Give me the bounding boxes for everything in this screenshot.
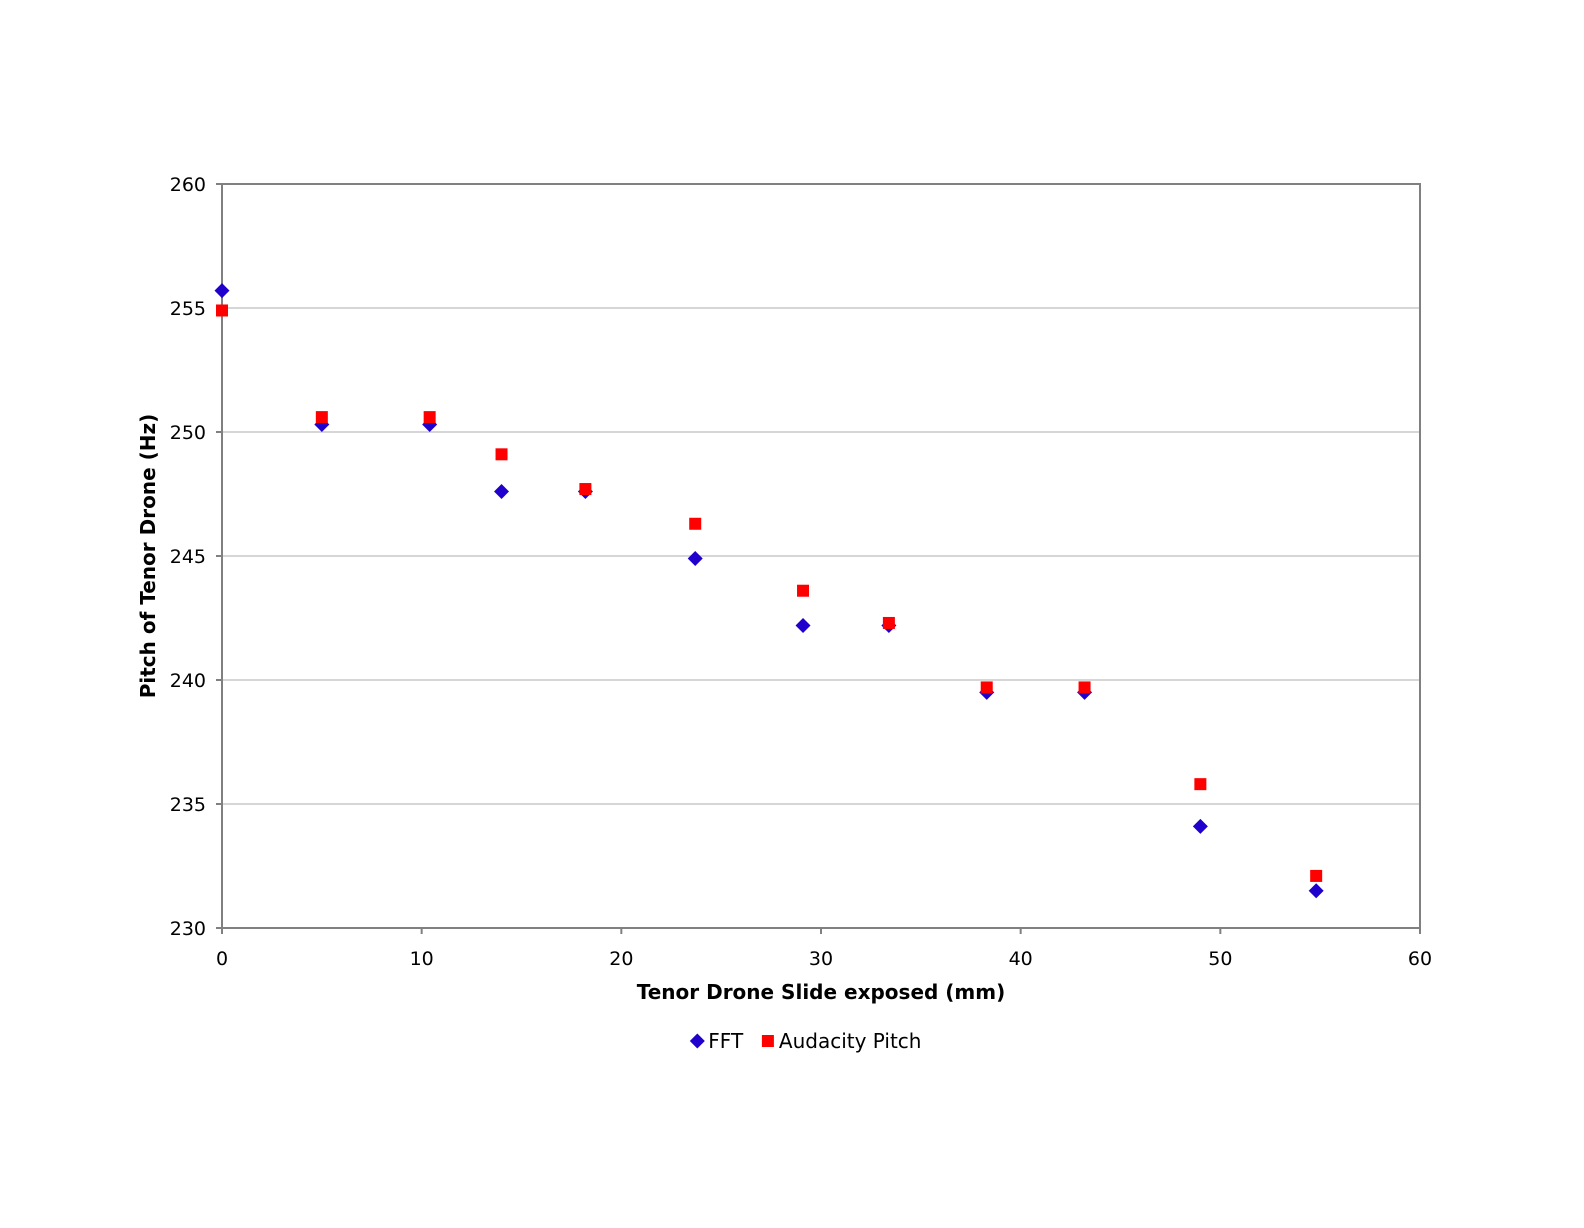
axis-ticks: 230 235 240 245 250 255 260 0 10 20 30 40 50 60: [170, 174, 1432, 970]
point-series-1-6: [797, 584, 810, 597]
y-axis-title: Pitch of Tenor Drone (Hz): [136, 414, 160, 699]
point-series-0-5: [687, 550, 703, 566]
point-series-1-11: [1310, 869, 1323, 882]
point-series-0-3: [494, 484, 510, 500]
x-tick-label-50: 50: [1208, 948, 1232, 970]
legend-symbol-1: [761, 1035, 774, 1047]
point-series-0-0: [214, 283, 230, 299]
point-series-1-9: [1078, 681, 1091, 694]
point-series-1-8: [980, 681, 993, 694]
y-tick-label-235: 235: [170, 794, 206, 816]
x-tick-label-0: 0: [216, 948, 228, 970]
x-tick-label-40: 40: [1009, 948, 1033, 970]
point-series-1-5: [689, 517, 702, 530]
legend-label-0: FFT: [708, 1029, 744, 1053]
x-tick-label-60: 60: [1408, 948, 1432, 970]
point-series-1-1: [315, 411, 328, 424]
x-axis-title: Tenor Drone Slide exposed (mm): [637, 980, 1006, 1004]
legend-symbol-0: [689, 1033, 705, 1049]
point-series-0-10: [1192, 818, 1208, 834]
point-series-1-2: [423, 411, 436, 424]
point-series-0-11: [1308, 883, 1324, 899]
data-series: [214, 283, 1324, 899]
x-tick-label-30: 30: [809, 948, 833, 970]
point-series-1-4: [579, 483, 592, 496]
grid-lines: [222, 307, 1420, 805]
y-tick-label-240: 240: [170, 670, 206, 692]
y-tick-label-260: 260: [170, 174, 206, 196]
point-series-1-0: [216, 304, 228, 317]
series-0: [214, 283, 1324, 899]
legend: FFT Audacity Pitch: [689, 1029, 922, 1053]
y-tick-label-255: 255: [170, 298, 206, 320]
legend-label-1: Audacity Pitch: [779, 1029, 922, 1053]
y-tick-label-230: 230: [170, 918, 206, 940]
point-series-0-6: [795, 617, 811, 633]
y-tick-label-250: 250: [170, 422, 206, 444]
x-tick-label-10: 10: [410, 948, 434, 970]
series-1: [216, 304, 1323, 882]
point-series-1-3: [495, 448, 508, 461]
x-tick-label-20: 20: [609, 948, 633, 970]
point-series-1-10: [1194, 778, 1207, 791]
point-series-1-7: [882, 616, 895, 629]
y-tick-label-245: 245: [170, 546, 206, 568]
